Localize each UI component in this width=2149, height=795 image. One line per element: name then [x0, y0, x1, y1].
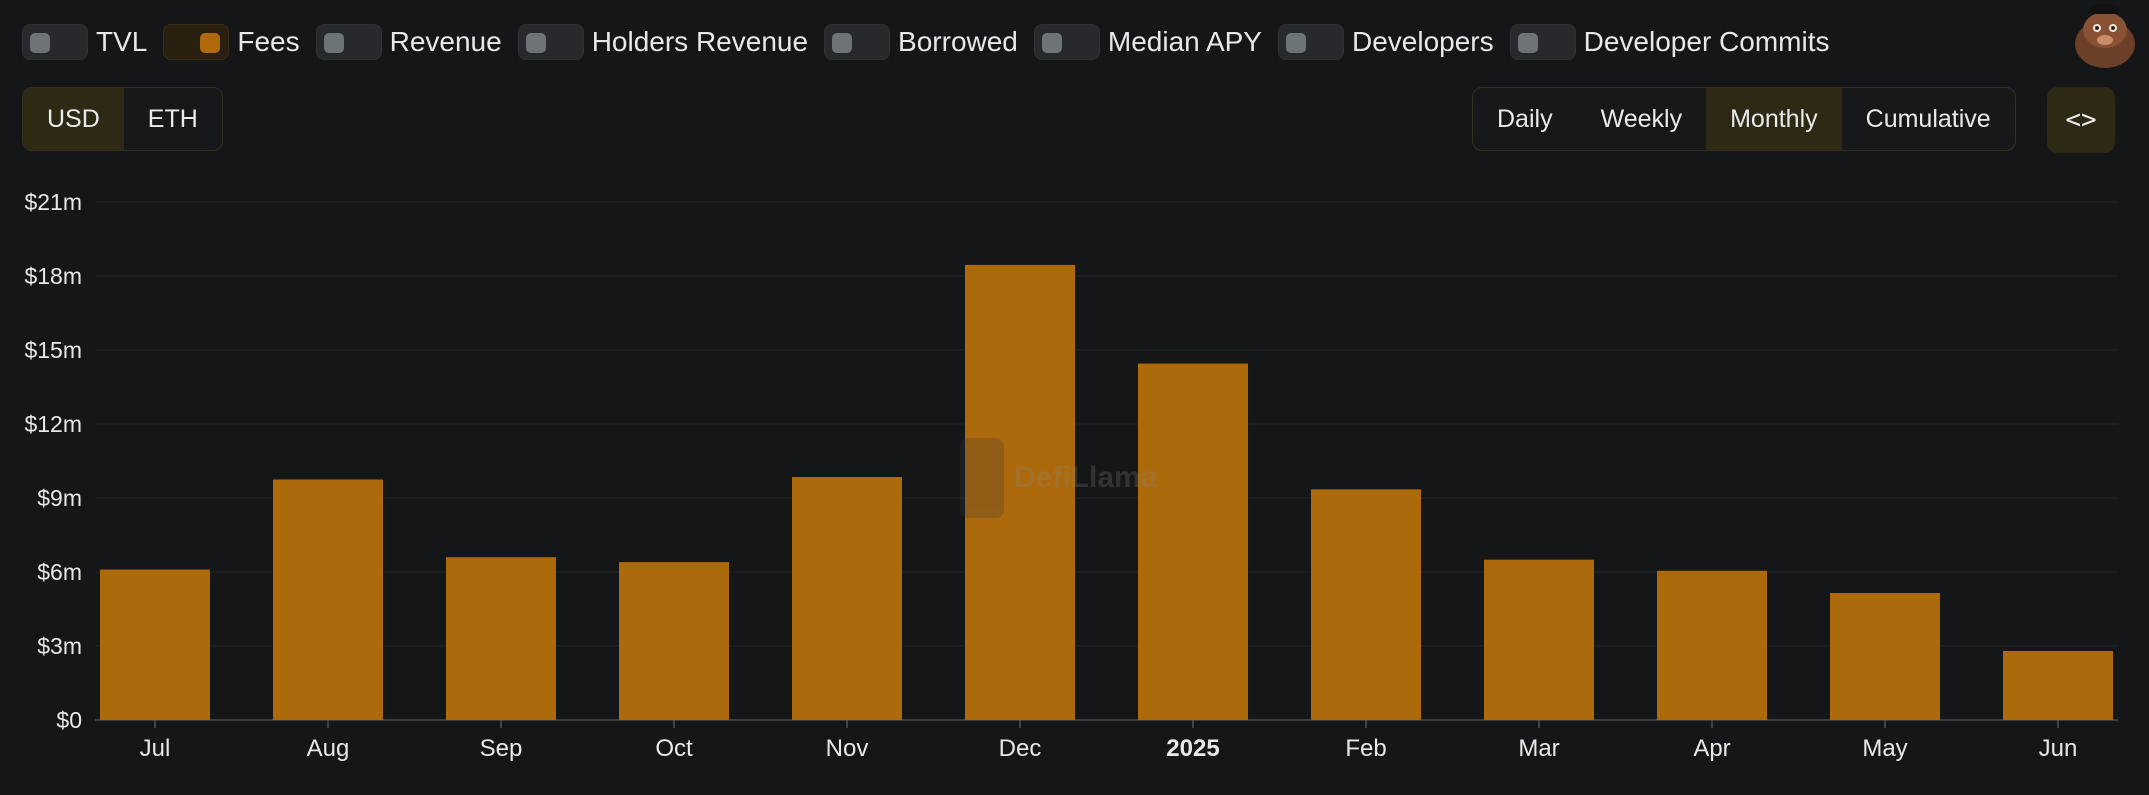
bar-dec[interactable]	[965, 264, 1075, 720]
toggle-label: Developer Commits	[1583, 26, 1830, 57]
bar-oct[interactable]	[619, 562, 729, 720]
metric-toggles: TVL Fees Revenue Holders Revenue Borrowed Med…	[22, 22, 1846, 62]
bar-may[interactable]	[1830, 592, 1940, 720]
x-tick-label: 2025	[1166, 735, 1219, 762]
period-option-weekly[interactable]: Weekly	[1600, 104, 1683, 133]
y-tick-label: $18m	[24, 263, 82, 289]
mascot-avatar[interactable]	[2068, 0, 2142, 70]
embed-code-button[interactable]: <>	[2047, 87, 2115, 153]
x-tick-label: Oct	[655, 735, 693, 762]
toggle-label: TVL	[96, 26, 148, 57]
toggle-switch[interactable]	[22, 24, 88, 60]
x-tick-label: Jun	[2039, 735, 2078, 762]
bar-mar[interactable]	[1484, 559, 1594, 720]
fees-bar-chart: $0 $3m $6m $9m $12m $15m $18m $21m Jul Aug Sep Oct…	[24, 189, 2118, 762]
toggle-switch[interactable]	[1033, 24, 1100, 60]
bar-2025[interactable]	[1138, 363, 1248, 720]
y-tick-label: $12m	[24, 411, 82, 437]
y-tick-label: $21m	[24, 189, 82, 215]
period-option-daily[interactable]: Daily	[1497, 104, 1553, 133]
period-option-monthly[interactable]: Monthly	[1706, 88, 1842, 150]
y-tick-label: $6m	[37, 559, 82, 585]
bar-nov[interactable]	[792, 477, 902, 720]
code-icon: <>	[2065, 105, 2097, 135]
toggle-knob	[30, 33, 50, 53]
toggle-label: Fees	[237, 26, 300, 57]
y-tick-label: $9m	[37, 485, 82, 511]
period-selector: Daily Weekly Monthly Cumulative	[1472, 87, 2016, 151]
toggle-knob	[832, 33, 853, 53]
x-tick-label: Dec	[999, 735, 1042, 762]
y-tick-label: $15m	[24, 337, 82, 363]
toggle-knob	[1041, 33, 1062, 53]
toggle-switch[interactable]	[315, 24, 382, 60]
bar-aug[interactable]	[273, 479, 383, 721]
currency-selector: USD ETH	[22, 87, 223, 151]
y-tick-label: $3m	[37, 633, 82, 659]
bar-apr[interactable]	[1657, 570, 1767, 720]
toggle-revenue[interactable]: Revenue	[315, 24, 502, 60]
toggle-label: Median APY	[1107, 26, 1262, 57]
currency-option-eth[interactable]: ETH	[147, 104, 198, 133]
toggle-switch[interactable]	[1278, 24, 1344, 60]
x-tick-label: Aug	[307, 735, 350, 762]
toggle-label: Developers	[1352, 26, 1494, 57]
toggle-holders-revenue[interactable]: Holders Revenue	[517, 24, 809, 60]
toggle-median-apy[interactable]: Median APY	[1033, 24, 1262, 60]
bars	[100, 264, 2113, 721]
toggle-label: Holders Revenue	[591, 26, 809, 57]
y-tick-label: $0	[56, 707, 82, 733]
bar-jun[interactable]	[2003, 650, 2113, 720]
toggle-developer-commits[interactable]: Developer Commits	[1509, 24, 1830, 60]
x-axis: Jul Aug Sep Oct Nov Dec 2025 Feb Mar Apr May Jun	[140, 720, 2078, 762]
toggle-label: Borrowed	[898, 26, 1018, 57]
x-tick-label: Feb	[1345, 735, 1386, 762]
toggle-label: Revenue	[389, 26, 502, 57]
toggle-knob	[200, 33, 221, 53]
toggle-knob	[1517, 33, 1538, 53]
toggle-switch[interactable]	[163, 24, 230, 60]
bar-jul[interactable]	[100, 569, 210, 720]
toggle-fees[interactable]: Fees	[163, 24, 300, 60]
toggle-tvl[interactable]: TVL	[22, 24, 147, 60]
toggle-knob	[323, 33, 344, 53]
bar-feb[interactable]	[1311, 489, 1421, 720]
x-tick-label: May	[1862, 735, 1907, 762]
toggle-switch[interactable]	[824, 24, 891, 60]
chart-grid	[95, 201, 2118, 721]
x-tick-label: Jul	[140, 735, 171, 762]
toggle-knob	[1286, 33, 1306, 53]
toggle-borrowed[interactable]: Borrowed	[824, 24, 1018, 60]
x-tick-label: Apr	[1693, 735, 1730, 762]
bar-sep[interactable]	[446, 557, 556, 720]
currency-option-usd[interactable]: USD	[23, 88, 124, 150]
x-tick-label: Mar	[1518, 735, 1559, 762]
toggle-switch[interactable]	[1509, 24, 1576, 60]
toggle-knob	[525, 33, 546, 53]
x-tick-label: Nov	[826, 735, 869, 762]
y-axis: $0 $3m $6m $9m $12m $15m $18m $21m	[24, 189, 82, 733]
period-option-cumulative[interactable]: Cumulative	[1865, 104, 1991, 133]
toggle-developers[interactable]: Developers	[1278, 24, 1494, 60]
toggle-switch[interactable]	[517, 24, 584, 60]
x-tick-label: Sep	[480, 735, 523, 762]
